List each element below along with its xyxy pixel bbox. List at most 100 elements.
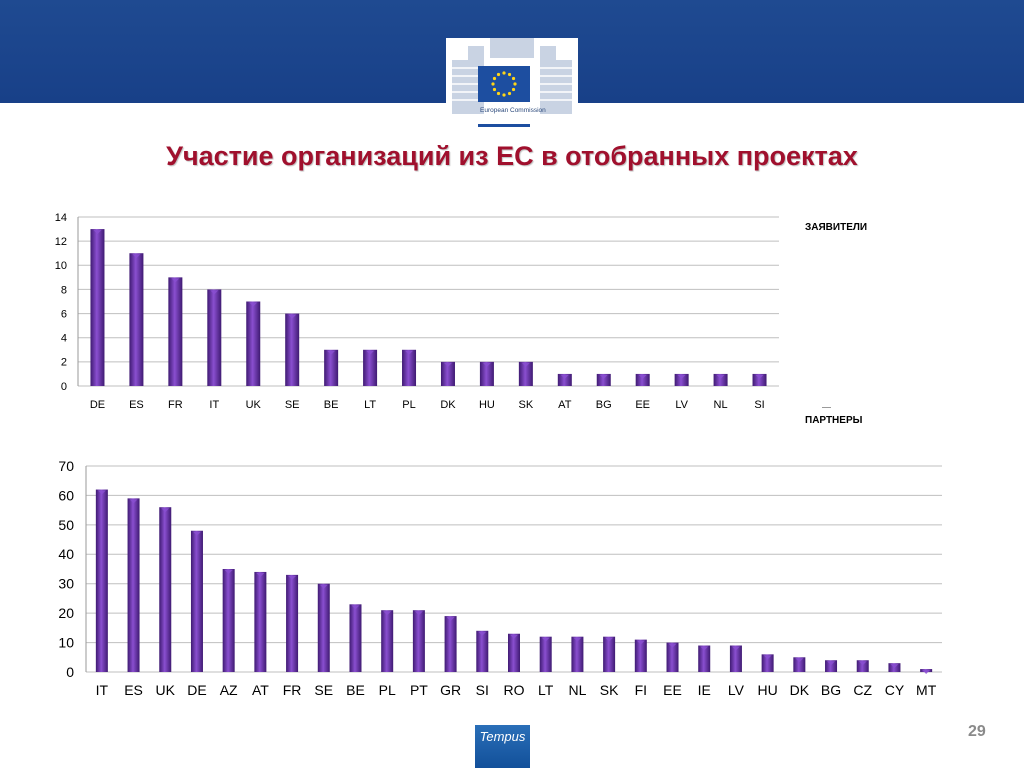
x-tick-label: PL <box>379 682 396 698</box>
bar-cap <box>560 374 569 379</box>
legend-partners: ПАРТНЕРЫ <box>805 415 863 426</box>
bar-lv <box>729 645 742 672</box>
bar-pl <box>381 610 394 672</box>
bar-bg <box>596 373 611 386</box>
x-tick-label: AZ <box>220 682 238 698</box>
y-tick-label: 2 <box>61 357 67 369</box>
y-tick-label: 6 <box>61 308 67 320</box>
x-tick-label: AT <box>558 399 572 411</box>
bar-ee <box>666 642 679 672</box>
x-tick-label: IE <box>698 682 711 698</box>
bar-cap <box>93 230 102 235</box>
bar-cap <box>171 278 180 283</box>
x-tick-label: ES <box>124 682 143 698</box>
eu-star <box>492 87 497 92</box>
bar-cz <box>856 660 869 672</box>
tempus-logo: Tempus <box>475 725 530 768</box>
x-tick-label: BE <box>324 399 339 411</box>
bar-cap <box>478 631 487 636</box>
logo-text: European Commission <box>480 107 546 114</box>
bar-at <box>254 571 267 672</box>
bar-nl <box>713 373 728 386</box>
bar-cap <box>192 531 201 536</box>
bar-cap <box>319 584 328 589</box>
x-tick-label: LV <box>675 399 688 411</box>
bar-cap <box>366 350 375 355</box>
bar-cap <box>129 499 138 504</box>
y-tick-label: 8 <box>61 284 67 296</box>
eu-star <box>511 87 516 92</box>
slide-title: Участие организаций из ЕС в отобранных п… <box>166 141 858 171</box>
x-tick-label: EE <box>663 682 682 698</box>
bar-pl <box>402 349 417 386</box>
bar-es <box>129 253 144 386</box>
bar-cap <box>638 374 647 379</box>
x-tick-label: DK <box>790 682 810 698</box>
y-tick-label: 20 <box>58 605 74 621</box>
x-tick-label: PL <box>402 399 415 411</box>
eu-star <box>507 72 512 77</box>
bar-gr <box>444 616 457 672</box>
bar-bg <box>825 660 838 672</box>
x-tick-label: NL <box>568 682 586 698</box>
bar-lv <box>674 373 689 386</box>
x-tick-label: RO <box>504 682 525 698</box>
x-tick-label: LT <box>538 682 554 698</box>
x-tick-label: FI <box>635 682 647 698</box>
bar-cap <box>795 658 804 663</box>
x-tick-label: ES <box>129 399 144 411</box>
bar-cap <box>210 290 219 295</box>
x-tick-label: UK <box>246 399 262 411</box>
bar-it <box>207 289 222 386</box>
bar-cap <box>249 302 258 307</box>
bar-cap <box>351 605 360 610</box>
bar-dk <box>793 657 806 672</box>
bar-ie <box>698 645 711 672</box>
x-tick-label: CZ <box>853 682 872 698</box>
bar-cap <box>446 617 455 622</box>
bar-ro <box>508 633 520 672</box>
page-number: 29 <box>968 723 986 740</box>
x-tick-label: SE <box>285 399 300 411</box>
bar-es <box>127 498 140 672</box>
eu-star <box>513 82 517 86</box>
bar-lt <box>363 349 378 386</box>
bar-cap <box>405 350 414 355</box>
bar-fi <box>634 639 647 672</box>
x-tick-label: MT <box>916 682 937 698</box>
x-tick-label: UK <box>156 682 176 698</box>
bar-de <box>190 530 203 672</box>
bar-cap <box>922 670 931 675</box>
y-tick-label: 10 <box>58 634 74 650</box>
bar-cap <box>668 643 677 648</box>
x-tick-label: SI <box>754 399 764 411</box>
legend-swatch <box>822 407 831 408</box>
bar-se <box>285 313 300 386</box>
bar-cap <box>827 661 836 666</box>
y-tick-label: 10 <box>55 260 67 272</box>
bar-cap <box>677 374 686 379</box>
partners-bar-chart: 0 10 20 30 40 50 60 70 IT ES UK DE AZ AT FR SE BE PL PT GR S… <box>58 458 942 698</box>
x-tick-label: HU <box>758 682 778 698</box>
x-tick-label: AT <box>252 682 269 698</box>
bar-cap <box>161 508 170 513</box>
x-tick-label: BG <box>821 682 841 698</box>
x-tick-label: BE <box>346 682 365 698</box>
x-tick-label: FR <box>168 399 183 411</box>
y-tick-label: 12 <box>55 236 67 248</box>
bar-nl <box>571 636 584 672</box>
bar-at <box>557 373 572 386</box>
bar-cap <box>414 611 423 616</box>
bar-cap <box>716 374 725 379</box>
x-tick-label: PT <box>410 682 428 698</box>
bar-cap <box>700 646 709 651</box>
bar-se <box>317 583 330 672</box>
bar-cap <box>890 664 899 669</box>
y-tick-label: 30 <box>58 576 74 592</box>
bar-fr <box>286 574 299 672</box>
x-tick-label: SK <box>600 682 619 698</box>
x-tick-label: HU <box>479 399 495 411</box>
bar-it <box>95 489 108 672</box>
eu-star <box>496 91 501 96</box>
bar-cap <box>443 362 452 367</box>
